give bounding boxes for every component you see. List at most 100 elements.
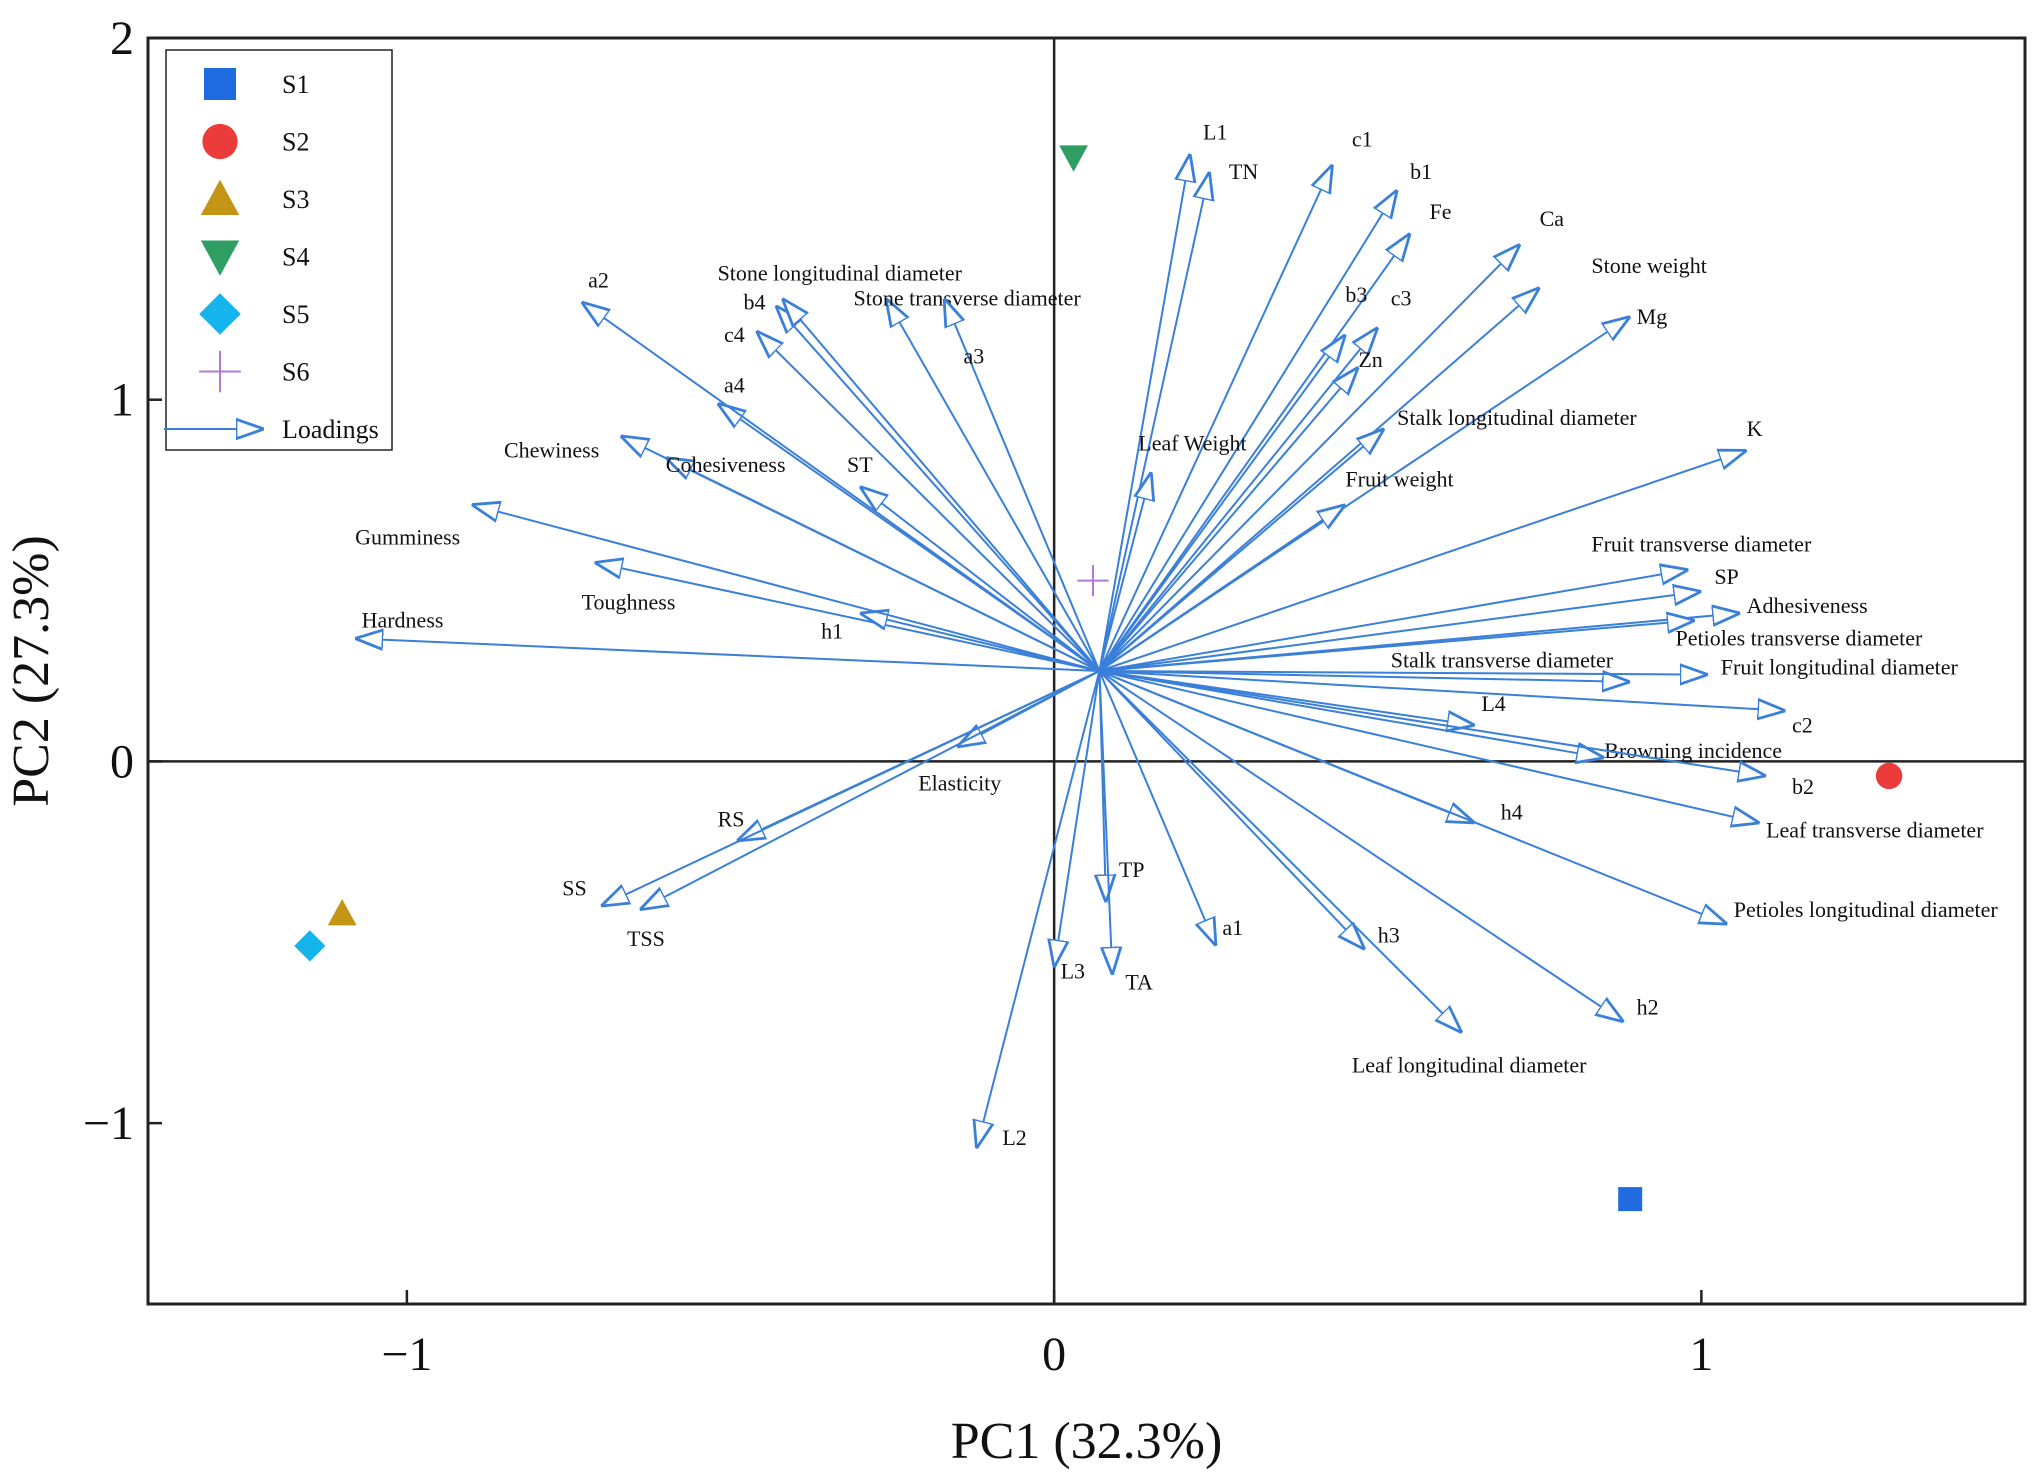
loading-arrow (944, 298, 1101, 672)
legend-label: S2 (282, 128, 309, 157)
loading-label: Toughness (582, 590, 676, 615)
loading-label: Stone transverse diameter (853, 286, 1081, 311)
y-tick-label: −1 (83, 1097, 134, 1150)
loading-arrow (1098, 367, 1358, 672)
loading-label: Adhesiveness (1747, 593, 1868, 618)
plot-frame (146, 36, 2027, 1306)
loading-label: Browning incidence (1604, 738, 1782, 763)
loading-label: K (1747, 416, 1763, 441)
loading-arrow (1098, 233, 1410, 672)
legend-marker (199, 293, 241, 335)
loading-label: c1 (1352, 127, 1373, 152)
legend-label: S6 (282, 358, 309, 387)
loading-label: RS (718, 807, 745, 832)
loading-arrow (886, 298, 1101, 672)
legend-label: S4 (282, 243, 309, 272)
loading-label: TN (1229, 159, 1258, 184)
loading-label: Stalk longitudinal diameter (1397, 405, 1637, 430)
legend-marker (200, 179, 240, 215)
loading-arrow (1099, 620, 1694, 672)
loading-label: Fruit transverse diameter (1591, 532, 1812, 557)
loading-label: TSS (627, 926, 665, 951)
loading-label: a3 (964, 344, 985, 369)
loading-arrow (1098, 670, 1364, 950)
x-tick-label: 1 (1689, 1328, 1713, 1381)
loading-label: L1 (1203, 119, 1227, 144)
loading-label: Stalk transverse diameter (1391, 647, 1614, 672)
loading-arrow (1099, 670, 1785, 711)
loading-arrow (1098, 288, 1539, 672)
loading-label: SS (562, 875, 586, 900)
sample-point (1059, 145, 1088, 172)
loading-arrow (640, 670, 1100, 910)
legend-marker (202, 123, 238, 160)
loading-label: Stone weight (1591, 253, 1707, 278)
loading-arrow (976, 670, 1101, 1148)
loading-arrow (1099, 670, 1604, 758)
loading-arrow (595, 562, 1100, 672)
loading-label: Fruit longitudinal diameter (1721, 655, 1959, 680)
loading-label: c2 (1792, 712, 1813, 737)
loading-arrow (1098, 670, 1216, 946)
legend-marker (204, 68, 236, 100)
loading-arrow (1099, 671, 1630, 682)
loading-arrow (1098, 172, 1209, 672)
loading-label: b1 (1410, 159, 1432, 184)
loading-arrow (1099, 671, 1707, 675)
loading-arrow (666, 458, 1100, 672)
loading-arrow (1098, 165, 1332, 672)
y-tick-label: 2 (110, 12, 134, 65)
loading-label: ST (847, 452, 873, 477)
legend-label: S1 (282, 70, 309, 99)
loading-label: L2 (1002, 1125, 1026, 1150)
legend: S1 S2 S3 S4 S5 S6 Loadings (164, 49, 393, 451)
legend-label: Loadings (282, 415, 379, 444)
loading-arrow (1098, 472, 1151, 672)
loading-arrow (1098, 670, 1112, 975)
loading-arrow (1098, 154, 1190, 672)
x-tick-label: −1 (381, 1328, 432, 1381)
loading-label: b3 (1345, 282, 1367, 307)
loading-arrow (1098, 429, 1384, 672)
loading-label: TA (1125, 969, 1153, 994)
legend-label: S3 (282, 185, 309, 214)
loading-label: b2 (1792, 774, 1814, 799)
y-tick-label: 0 (110, 735, 134, 788)
loading-label: L4 (1481, 691, 1505, 716)
sample-point (294, 930, 326, 962)
loading-label: h1 (821, 618, 843, 643)
loading-label: a2 (588, 268, 609, 293)
loading-label: Hardness (362, 608, 444, 633)
loading-label: h4 (1501, 799, 1523, 824)
loading-label: Leaf transverse diameter (1766, 817, 1984, 842)
y-tick-label: 1 (110, 374, 134, 427)
loading-label: SP (1714, 564, 1738, 589)
loading-arrow (1098, 335, 1345, 672)
loading-arrow (756, 331, 1101, 672)
loading-label: Petioles transverse diameter (1675, 626, 1922, 651)
x-tick-label: 0 (1042, 1328, 1066, 1381)
legend-box (165, 49, 393, 451)
loading-arrow (1098, 190, 1397, 672)
legend-marker (200, 240, 240, 276)
loading-label: a4 (724, 372, 745, 397)
loading-arrow (1098, 670, 1623, 1022)
loading-label: Leaf Weight (1138, 430, 1246, 455)
loading-arrow (1054, 670, 1101, 968)
loading-label: Stone longitudinal diameter (718, 260, 963, 285)
loading-label: Ca (1540, 206, 1565, 231)
loading-label: TP (1119, 857, 1145, 882)
loading-arrow (1099, 670, 1766, 776)
loading-label: L3 (1061, 958, 1085, 983)
loading-label: c3 (1391, 286, 1412, 311)
loading-arrow (1099, 450, 1746, 672)
loading-label: b4 (743, 289, 765, 314)
sample-point (1875, 762, 1903, 790)
loading-label: Fe (1430, 199, 1452, 224)
loading-arrow (472, 505, 1100, 672)
sample-point (1618, 1187, 1643, 1212)
loading-arrow (601, 670, 1100, 906)
loading-label: h3 (1378, 922, 1400, 947)
loading-arrow (1099, 670, 1759, 823)
